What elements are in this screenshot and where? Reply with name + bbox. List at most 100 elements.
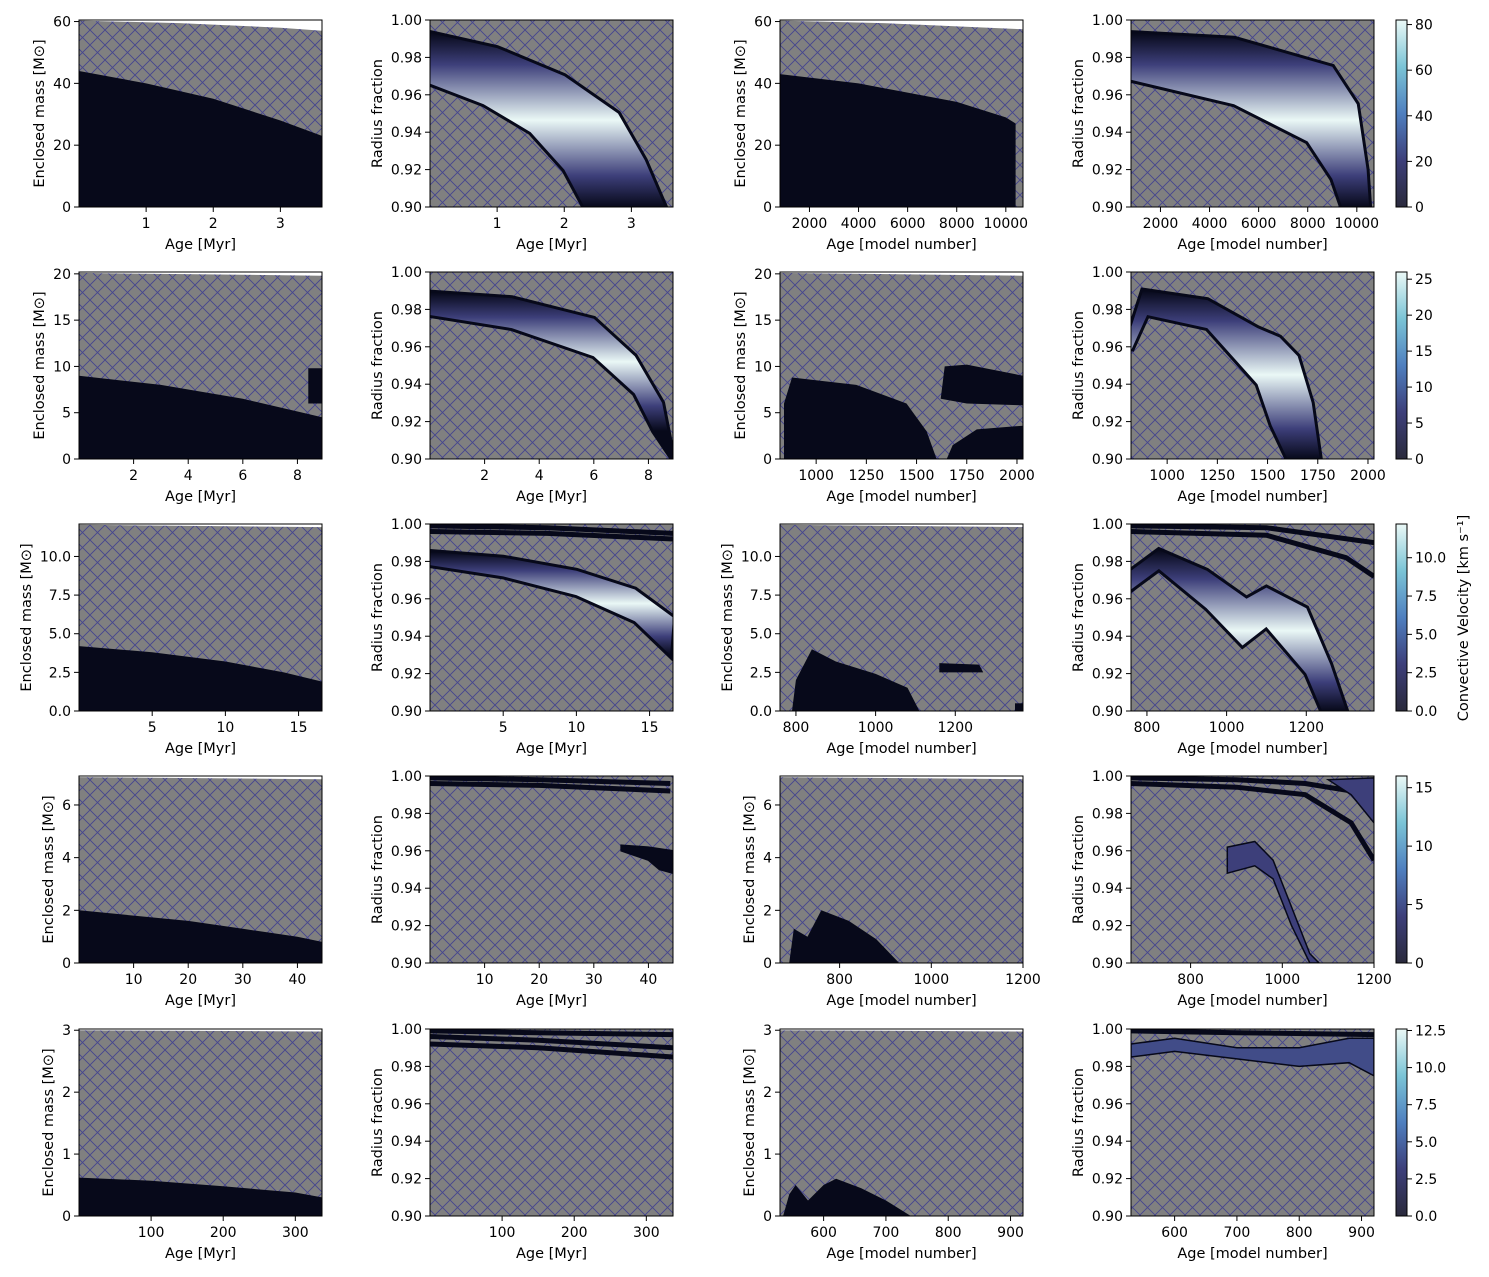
- y-tick-label: 0.96: [1092, 844, 1123, 860]
- x-tick-label: 1250: [849, 468, 885, 484]
- thin-convective-zone: [1131, 529, 1374, 579]
- y-axis-label: Radius fraction: [370, 311, 386, 420]
- axes-frame: [1130, 523, 1375, 712]
- y-tick-label: 0.96: [391, 88, 422, 104]
- y-tick-label: 0.98: [391, 302, 422, 318]
- colorbar-tick-label: 25: [1415, 272, 1433, 288]
- y-tick-label: 0.90: [391, 452, 422, 468]
- axes-frame: [1130, 775, 1375, 964]
- y-tick-label: 60: [754, 15, 772, 31]
- x-axis-label: Age [Myr]: [516, 993, 587, 1009]
- y-tick-label: 0.98: [1092, 302, 1123, 318]
- y-tick-label: 1.00: [1092, 13, 1123, 29]
- x-tick-label: 1750: [1300, 468, 1336, 484]
- panel-r2-c0: 5 10 15 0.0 2.5 5.0 7.5 10.0 Age [Myr] Enclosed m…: [19, 523, 323, 757]
- y-axis-label: Radius fraction: [370, 563, 386, 672]
- plot-area: [430, 272, 673, 459]
- thin-convective-zone: [1131, 776, 1374, 798]
- x-tick-label: 2000: [792, 216, 828, 232]
- colorbar-gradient: [1395, 271, 1408, 460]
- x-tick-label: 2000: [1350, 468, 1386, 484]
- y-tick-label: 3: [62, 1023, 71, 1039]
- y-tick-label: 0.0: [750, 704, 772, 720]
- x-tick-label: 4: [184, 468, 193, 484]
- x-axis-label: Age [Myr]: [165, 741, 236, 757]
- colorbar-row-1: 0 5 10 15 20 25: [1395, 271, 1433, 468]
- y-tick-label: 7.5: [49, 588, 71, 604]
- thin-convective-zone: [430, 529, 673, 542]
- thin-convective-zone: [430, 1029, 673, 1038]
- y-tick-label: 0.96: [1092, 340, 1123, 356]
- convective-region: [79, 375, 322, 459]
- y-tick-label: 0.90: [391, 1209, 422, 1225]
- plot-area: [1131, 20, 1374, 207]
- axes-frame: [779, 271, 1024, 460]
- x-tick-label: 2000: [1143, 216, 1179, 232]
- x-tick-label: 8: [644, 468, 653, 484]
- colorbar-tick-label: 10.0: [1415, 1061, 1446, 1077]
- y-tick-label: 2: [62, 903, 71, 919]
- convective-region: [79, 910, 322, 963]
- y-tick-label: 0.98: [391, 554, 422, 570]
- y-tick-label: 0: [62, 1209, 71, 1225]
- envelope-surface: [780, 776, 1023, 780]
- thin-convective-zone: [430, 781, 671, 794]
- y-tick-label: 0: [763, 1209, 772, 1225]
- y-tick-label: 0.92: [1092, 667, 1123, 683]
- y-tick-label: 0.94: [391, 377, 422, 393]
- x-tick-label: 5: [499, 720, 508, 736]
- x-tick-label: 4000: [1192, 216, 1228, 232]
- colorbar-tick-label: 2.5: [1415, 666, 1437, 682]
- convective-region: [1015, 703, 1023, 711]
- x-tick-label: 1000: [798, 468, 834, 484]
- plot-area: [79, 20, 322, 207]
- y-tick-label: 2: [763, 903, 772, 919]
- plot-area: [780, 776, 1023, 963]
- plot-area: [79, 776, 322, 963]
- plot-area: [430, 776, 673, 963]
- axes-frame: [78, 19, 323, 208]
- x-tick-label: 1: [493, 216, 502, 232]
- y-tick-label: 1: [62, 1147, 71, 1163]
- y-axis-label: Enclosed mass [M⊙]: [733, 39, 749, 187]
- x-tick-label: 1200: [1288, 720, 1324, 736]
- x-tick-label: 200: [210, 1225, 237, 1241]
- y-axis-label: Radius fraction: [370, 1068, 386, 1177]
- y-axis-label: Radius fraction: [1071, 59, 1087, 168]
- y-tick-label: 0.92: [391, 919, 422, 935]
- y-tick-label: 0.98: [391, 806, 422, 822]
- y-tick-label: 1.00: [1092, 517, 1123, 533]
- y-tick-label: 1.00: [391, 769, 422, 785]
- panel-r0-c3: 2000 4000 6000 8000 10000 0.90 0.92 0.94 0.96 0.9…: [1071, 13, 1379, 253]
- colorbar-tick-label: 80: [1415, 18, 1433, 34]
- colorbar-tick-label: 0.0: [1415, 704, 1437, 720]
- y-tick-label: 0.98: [1092, 554, 1123, 570]
- colorbar-tick-label: 5: [1415, 898, 1424, 914]
- y-axis-label: Radius fraction: [1071, 563, 1087, 672]
- x-tick-label: 800: [783, 720, 810, 736]
- thin-convective-zone: [430, 524, 673, 536]
- x-tick-label: 2000: [999, 468, 1035, 484]
- y-tick-label: 0.94: [1092, 125, 1123, 141]
- y-axis-label: Enclosed mass [M⊙]: [733, 291, 749, 439]
- thin-convective-zone: [1131, 524, 1374, 546]
- colorbar-tick-label: 5: [1415, 416, 1424, 432]
- axes-frame: [78, 1028, 323, 1217]
- axes-frame: [429, 271, 674, 460]
- x-axis-label: Age [model number]: [1177, 993, 1327, 1009]
- y-tick-label: 0.90: [1092, 200, 1123, 216]
- envelope-surface: [79, 524, 322, 528]
- y-tick-label: 1.00: [391, 1022, 422, 1038]
- x-axis-label: Age [Myr]: [516, 741, 587, 757]
- y-tick-label: 0.94: [1092, 377, 1123, 393]
- y-tick-label: 10: [754, 359, 772, 375]
- y-tick-label: 2: [62, 1085, 71, 1101]
- x-tick-label: 20: [530, 972, 548, 988]
- x-tick-label: 6: [589, 468, 598, 484]
- envelope-surface: [79, 20, 322, 31]
- x-tick-label: 6000: [1241, 216, 1277, 232]
- y-tick-label: 20: [754, 267, 772, 283]
- colorbar-tick-label: 0: [1415, 452, 1424, 468]
- hatched-background: [430, 776, 673, 963]
